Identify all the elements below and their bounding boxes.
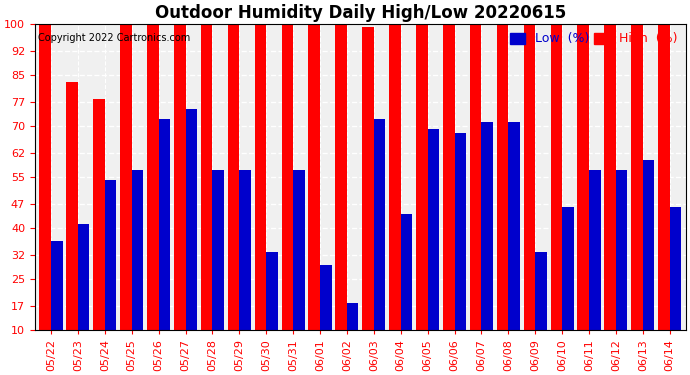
Bar [201, 24, 213, 364]
Bar [293, 170, 305, 364]
Bar [616, 170, 627, 364]
Bar [239, 170, 251, 364]
Bar [374, 119, 386, 364]
Bar [524, 24, 535, 364]
Bar [535, 252, 546, 364]
Bar [335, 24, 347, 364]
Bar [132, 170, 144, 364]
Bar [147, 24, 159, 364]
Bar [51, 242, 63, 364]
Bar [389, 24, 401, 364]
Bar [308, 24, 320, 364]
Bar [455, 132, 466, 364]
Bar [174, 24, 186, 364]
Bar [604, 24, 616, 364]
Title: Outdoor Humidity Daily High/Low 20220615: Outdoor Humidity Daily High/Low 20220615 [155, 4, 566, 22]
Bar [213, 170, 224, 364]
Bar [266, 252, 278, 364]
Bar [255, 24, 266, 364]
Bar [416, 24, 428, 364]
Bar [482, 122, 493, 364]
Bar [159, 119, 170, 364]
Bar [347, 303, 359, 364]
Bar [551, 24, 562, 364]
Text: Copyright 2022 Cartronics.com: Copyright 2022 Cartronics.com [38, 33, 190, 43]
Bar [401, 214, 413, 364]
Bar [39, 24, 51, 364]
Bar [497, 24, 509, 364]
Bar [93, 99, 105, 364]
Bar [509, 122, 520, 364]
Bar [578, 24, 589, 364]
Bar [320, 265, 332, 364]
Bar [562, 207, 573, 364]
Bar [470, 24, 482, 364]
Bar [282, 24, 293, 364]
Bar [105, 180, 117, 364]
Bar [643, 160, 654, 364]
Bar [631, 24, 643, 364]
Bar [120, 24, 132, 364]
Bar [428, 129, 439, 364]
Bar [658, 24, 670, 364]
Legend: Low  (%), High  (%): Low (%), High (%) [508, 30, 680, 48]
Bar [186, 109, 197, 364]
Bar [66, 81, 78, 364]
Bar [78, 224, 90, 364]
Bar [362, 27, 374, 364]
Bar [670, 207, 681, 364]
Bar [443, 24, 455, 364]
Bar [589, 170, 600, 364]
Bar [228, 24, 239, 364]
